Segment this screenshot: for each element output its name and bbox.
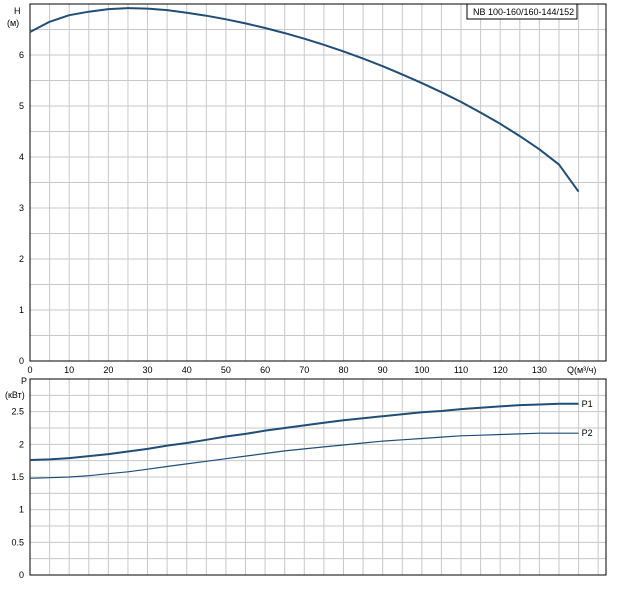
flow-x-tick-label: 20 <box>103 365 113 375</box>
flow-axis-label: Q(м³/ч) <box>567 365 596 375</box>
flow-x-tick-label: 130 <box>532 365 547 375</box>
flow-x-tick-label: 40 <box>182 365 192 375</box>
flow-x-tick-label: 120 <box>493 365 508 375</box>
head-y-tick-label: 1 <box>19 305 24 315</box>
flow-x-tick-label: 80 <box>338 365 348 375</box>
head-curves <box>29 7 580 193</box>
head-y-tick-label: 6 <box>19 50 24 60</box>
flow-x-tick-label: 110 <box>454 365 468 375</box>
power-curve-label: P2 <box>582 428 593 438</box>
head-x-ticks: 0 10 20 30 40 50 60 70 80 90 100 110 120 130 <box>27 365 546 375</box>
flow-x-tick-label: 50 <box>221 365 231 375</box>
power-plot-frame <box>29 378 607 576</box>
power-y-tick-label: 2.5 <box>11 407 24 417</box>
flow-x-tick-label: 10 <box>64 365 74 375</box>
head-y-tick-label: 3 <box>19 203 24 213</box>
legend-frame <box>466 3 578 20</box>
power-curve-p1 <box>29 402 579 461</box>
power-curve-p2 <box>29 432 579 479</box>
head-axis-title: H <box>14 6 21 16</box>
legend-box: NB 100-160/160-144/152 <box>466 3 578 20</box>
power-y-tick-label: 2 <box>19 439 24 449</box>
power-curves: P1 P2 <box>29 399 593 479</box>
head-y-ticks: 0 1 2 3 4 5 6 <box>19 50 24 366</box>
flow-x-tick-label: 60 <box>260 365 270 375</box>
head-y-tick-label: 2 <box>19 254 24 264</box>
power-y-tick-label: 1.5 <box>11 472 24 482</box>
flow-x-tick-label: 90 <box>378 365 388 375</box>
head-grid <box>30 4 606 361</box>
power-curve-label: P1 <box>582 399 593 409</box>
power-y-tick-label: 0.5 <box>11 537 24 547</box>
head-y-tick-label: 5 <box>19 101 24 111</box>
power-y-ticks: 0 0.5 1 1.5 2 2.5 <box>11 407 24 580</box>
power-axis-unit: (кВт) <box>5 390 25 400</box>
legend-text: NB 100-160/160-144/152 <box>473 7 574 17</box>
head-y-tick-label: 0 <box>19 356 24 366</box>
head-plot-frame <box>29 3 607 362</box>
flow-x-tick-label: 70 <box>299 365 309 375</box>
power-y-tick-label: 1 <box>19 505 24 515</box>
power-axis-title: P <box>21 376 27 386</box>
head-y-tick-label: 4 <box>19 152 24 162</box>
power-y-tick-label: 0 <box>19 570 24 580</box>
flow-x-tick-label: 30 <box>143 365 153 375</box>
power-grid <box>30 379 606 575</box>
flow-x-tick-label: 100 <box>414 365 429 375</box>
power-panel: 0 0.5 1 1.5 2 2.5 P1 P2 P (кВт) <box>5 376 607 580</box>
head-curve <box>29 7 580 193</box>
flow-x-tick-label: 0 <box>27 365 32 375</box>
head-axis-unit: (м) <box>7 18 19 28</box>
